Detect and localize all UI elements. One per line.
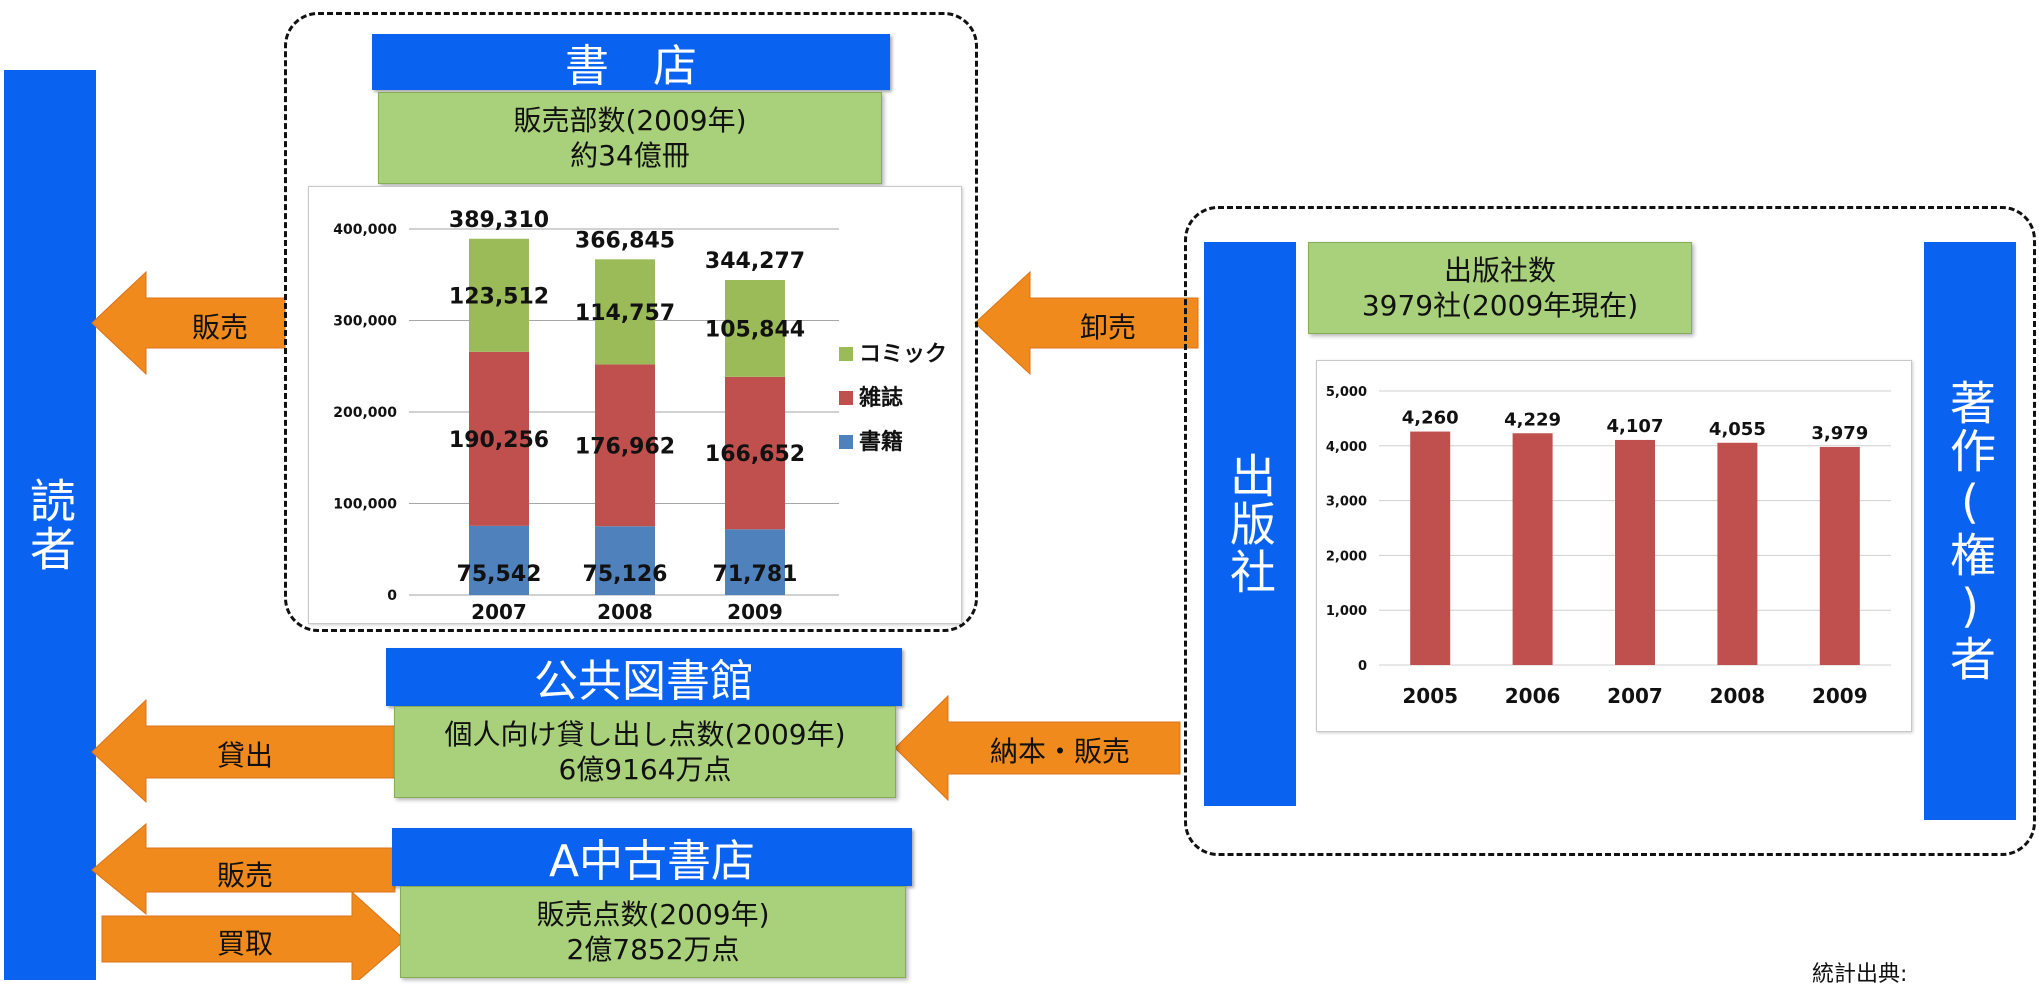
author-bar: 著作(権)者 [1924, 242, 2016, 820]
legend-swatch [839, 347, 853, 361]
used-store-info-line2: 2億7852万点 [566, 933, 740, 966]
y-tick-label: 400,000 [333, 222, 397, 238]
publisher-count-chart: 0 1,000 2,000 3,000 4,000 5,000 4,260 2005 4,229… [1326, 385, 1891, 708]
publisher-info-line2: 3979社(2009年現在) [1361, 289, 1639, 322]
author-label: 著作(権)者 [1943, 379, 1997, 683]
y-tick-label: 0 [1358, 659, 1367, 674]
data-label: 4,229 [1504, 409, 1561, 430]
x-tick-label: 2009 [727, 600, 783, 623]
data-label: 190,256 [449, 428, 549, 453]
data-label: 4,107 [1607, 416, 1664, 437]
y-tick-label: 3,000 [1326, 495, 1367, 510]
arrow-buyback-label: 買取 [216, 927, 273, 960]
total-label: 366,845 [575, 228, 675, 253]
reader-label: 読者 [23, 477, 77, 573]
arrow-delivery-sales [894, 694, 1181, 802]
y-tick-label: 0 [387, 588, 397, 604]
x-tick-label: 2006 [1505, 684, 1561, 708]
data-label: 4,055 [1709, 419, 1766, 440]
bar-segment-雑誌 [469, 351, 529, 526]
data-label: 71,781 [713, 562, 798, 587]
data-label: 75,126 [583, 562, 668, 587]
y-tick-label: 5,000 [1326, 385, 1367, 400]
bookstore-group [284, 12, 978, 632]
arrow-sales-used-label: 販売 [216, 859, 273, 892]
data-label: 75,542 [457, 562, 542, 587]
x-tick-label: 2009 [1812, 684, 1868, 708]
data-label: 123,512 [449, 284, 549, 309]
bar-segment-コミック [469, 238, 529, 352]
reader-bar: 読者 [4, 70, 96, 980]
data-label: 3,979 [1811, 423, 1868, 444]
publisher-chart-panel: 0 1,000 2,000 3,000 4,000 5,000 4,260 2005 4,229… [1316, 360, 1912, 732]
y-tick-label: 300,000 [333, 314, 397, 330]
bar-segment-書籍 [595, 526, 655, 595]
legend-swatch [839, 435, 853, 449]
y-tick-label: 100,000 [333, 497, 397, 513]
publisher-bar: 出版社 [1204, 242, 1296, 806]
bar-segment-コミック [595, 259, 655, 365]
bookstore-info-line1: 販売部数(2009年) [513, 104, 747, 137]
bar-segment-書籍 [469, 525, 529, 595]
used-store-info-line1: 販売点数(2009年) [536, 898, 770, 931]
bar-segment-雑誌 [595, 364, 655, 527]
data-label: 114,757 [575, 301, 675, 326]
x-tick-label: 2008 [1710, 684, 1766, 708]
bookstore-chart-panel: 0 100,000 200,000 300,000 400,000 75,542 190,2… [308, 186, 962, 624]
data-label: 4,260 [1402, 408, 1459, 429]
arrow-wholesale [974, 270, 1199, 376]
x-tick-label: 2007 [471, 600, 527, 623]
bar-segment-書籍 [725, 529, 785, 595]
total-label: 344,277 [705, 249, 805, 274]
arrow-wholesale-label: 卸売 [1079, 311, 1136, 344]
bookstore-sales-chart: 0 100,000 200,000 300,000 400,000 75,542 190,2… [333, 208, 947, 623]
x-tick-label: 2008 [597, 600, 653, 623]
x-tick-label: 2005 [1402, 684, 1458, 708]
publisher-label: 出版社 [1223, 452, 1277, 596]
legend-label: 書籍 [859, 429, 903, 455]
data-label: 105,844 [705, 317, 805, 342]
bookstore-info: 販売部数(2009年) 約34億冊 [378, 92, 882, 184]
arrow-delivery-sales-label: 納本・販売 [989, 735, 1130, 768]
bar [1410, 431, 1451, 665]
library-info: 個人向け貸し出し点数(2009年) 6億9164万点 [394, 706, 896, 798]
used-store-header: A中古書店 [392, 828, 912, 887]
bar [1717, 442, 1758, 665]
bar [1615, 439, 1655, 665]
publisher-info: 出版社数 3979社(2009年現在) [1308, 242, 1692, 334]
arrow-buyback [101, 890, 406, 980]
bookstore-header: 書 店 [372, 34, 890, 92]
bar [1512, 433, 1553, 665]
library-info-line1: 個人向け貸し出し点数(2009年) [444, 718, 846, 751]
publisher-info-line1: 出版社数 [1443, 254, 1556, 287]
legend-label: コミック [859, 342, 947, 367]
x-tick-label: 2007 [1607, 684, 1663, 708]
bar [1819, 446, 1860, 665]
y-tick-label: 200,000 [333, 405, 397, 421]
data-label: 166,652 [705, 442, 805, 467]
legend-label: 雑誌 [858, 385, 903, 411]
used-store-info: 販売点数(2009年) 2億7852万点 [400, 886, 906, 978]
bar-segment-雑誌 [725, 376, 785, 530]
y-tick-label: 1,000 [1326, 604, 1367, 619]
bar-segment-コミック [725, 279, 785, 377]
library-info-line2: 6億9164万点 [558, 753, 732, 786]
y-tick-label: 4,000 [1326, 440, 1367, 455]
y-tick-label: 2,000 [1326, 549, 1367, 564]
total-label: 389,310 [449, 208, 549, 233]
arrow-sales-top-label: 販売 [191, 311, 248, 344]
bookstore-info-line2: 約34億冊 [570, 139, 690, 172]
arrow-lending-label: 貸出 [216, 739, 273, 772]
library-header: 公共図書館 [386, 648, 902, 707]
legend-swatch [839, 391, 853, 405]
data-label: 176,962 [575, 434, 675, 459]
publisher-group [1184, 206, 2036, 856]
source-note: 統計出典: [1812, 962, 1908, 987]
